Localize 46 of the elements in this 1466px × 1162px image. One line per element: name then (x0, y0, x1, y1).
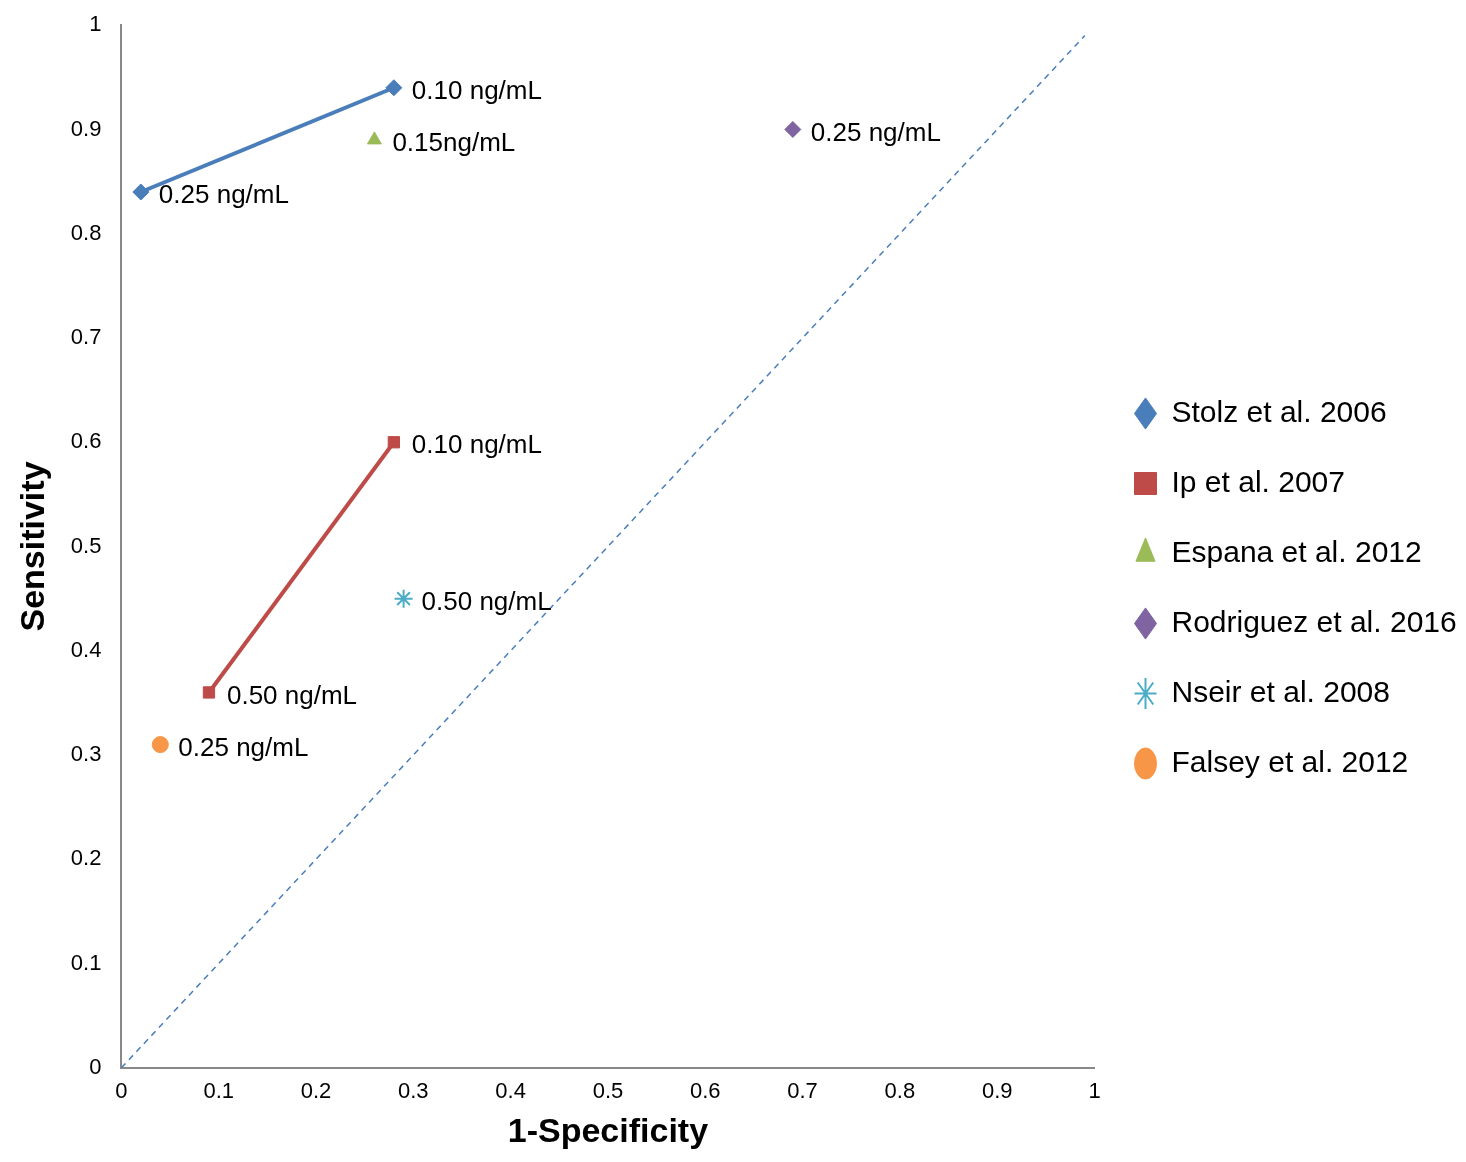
x-tick-label: 0.5 (592, 1078, 624, 1104)
x-tick-label: 0.8 (884, 1078, 916, 1104)
annotation: 0.15ng/mL (392, 127, 516, 158)
y-axis-title: Sensitivity (12, 461, 51, 632)
point (132, 183, 150, 201)
annotation: 0.25 ng/mL (178, 731, 309, 762)
point (202, 686, 216, 699)
legend-label: Rodriguez et al. 2016 (1171, 604, 1457, 638)
y-tick-label: 0.8 (70, 219, 102, 245)
x-tick-label: 0.9 (981, 1078, 1013, 1104)
x-axis-title: 1-Specificity (507, 1110, 709, 1149)
legend-label: Nseir et al. 2008 (1171, 674, 1390, 708)
legend-label: Ip et al. 2007 (1171, 464, 1345, 498)
point (784, 120, 802, 138)
x-tick-label: 0 (115, 1078, 128, 1104)
legend-label: Stolz et al. 2006 (1171, 394, 1387, 428)
annotation: 0.10 ng/mL (411, 429, 542, 460)
x-tick-label: 0.1 (203, 1078, 234, 1104)
y-tick-label: 0.4 (70, 636, 102, 662)
x-tick-label: 0.4 (495, 1078, 526, 1104)
x-tick-label: 1 (1088, 1078, 1101, 1104)
y-tick-label: 0.3 (70, 741, 102, 767)
legend-label: Falsey et al. 2012 (1171, 744, 1409, 778)
y-tick-label: 1 (89, 11, 102, 37)
y-tick-label: 0.2 (70, 845, 102, 871)
y-tick-label: 0.7 (70, 324, 102, 350)
y-tick-label: 0 (89, 1053, 102, 1079)
y-tick-label: 0.9 (70, 115, 102, 141)
point (387, 436, 401, 449)
point (151, 736, 169, 754)
x-tick-label: 0.2 (300, 1078, 332, 1104)
annotation: 0.25 ng/mL (158, 179, 289, 210)
x-tick-label: 0.6 (689, 1078, 721, 1104)
annotation: 0.10 ng/mL (411, 74, 542, 105)
point (385, 79, 403, 97)
y-tick-label: 0.6 (70, 428, 102, 454)
legend-label: Espana et al. 2012 (1171, 534, 1422, 568)
annotation: 0.50 ng/mL (226, 679, 358, 710)
x-tick-label: 0.3 (398, 1078, 429, 1104)
annotation: 0.50 ng/mL (421, 585, 552, 616)
point (366, 131, 382, 145)
y-tick-label: 0.5 (70, 532, 102, 558)
y-tick-label: 0.1 (70, 949, 102, 975)
annotation: 0.25 ng/mL (810, 116, 941, 147)
point (393, 588, 414, 609)
x-tick-label: 0.7 (787, 1078, 818, 1104)
